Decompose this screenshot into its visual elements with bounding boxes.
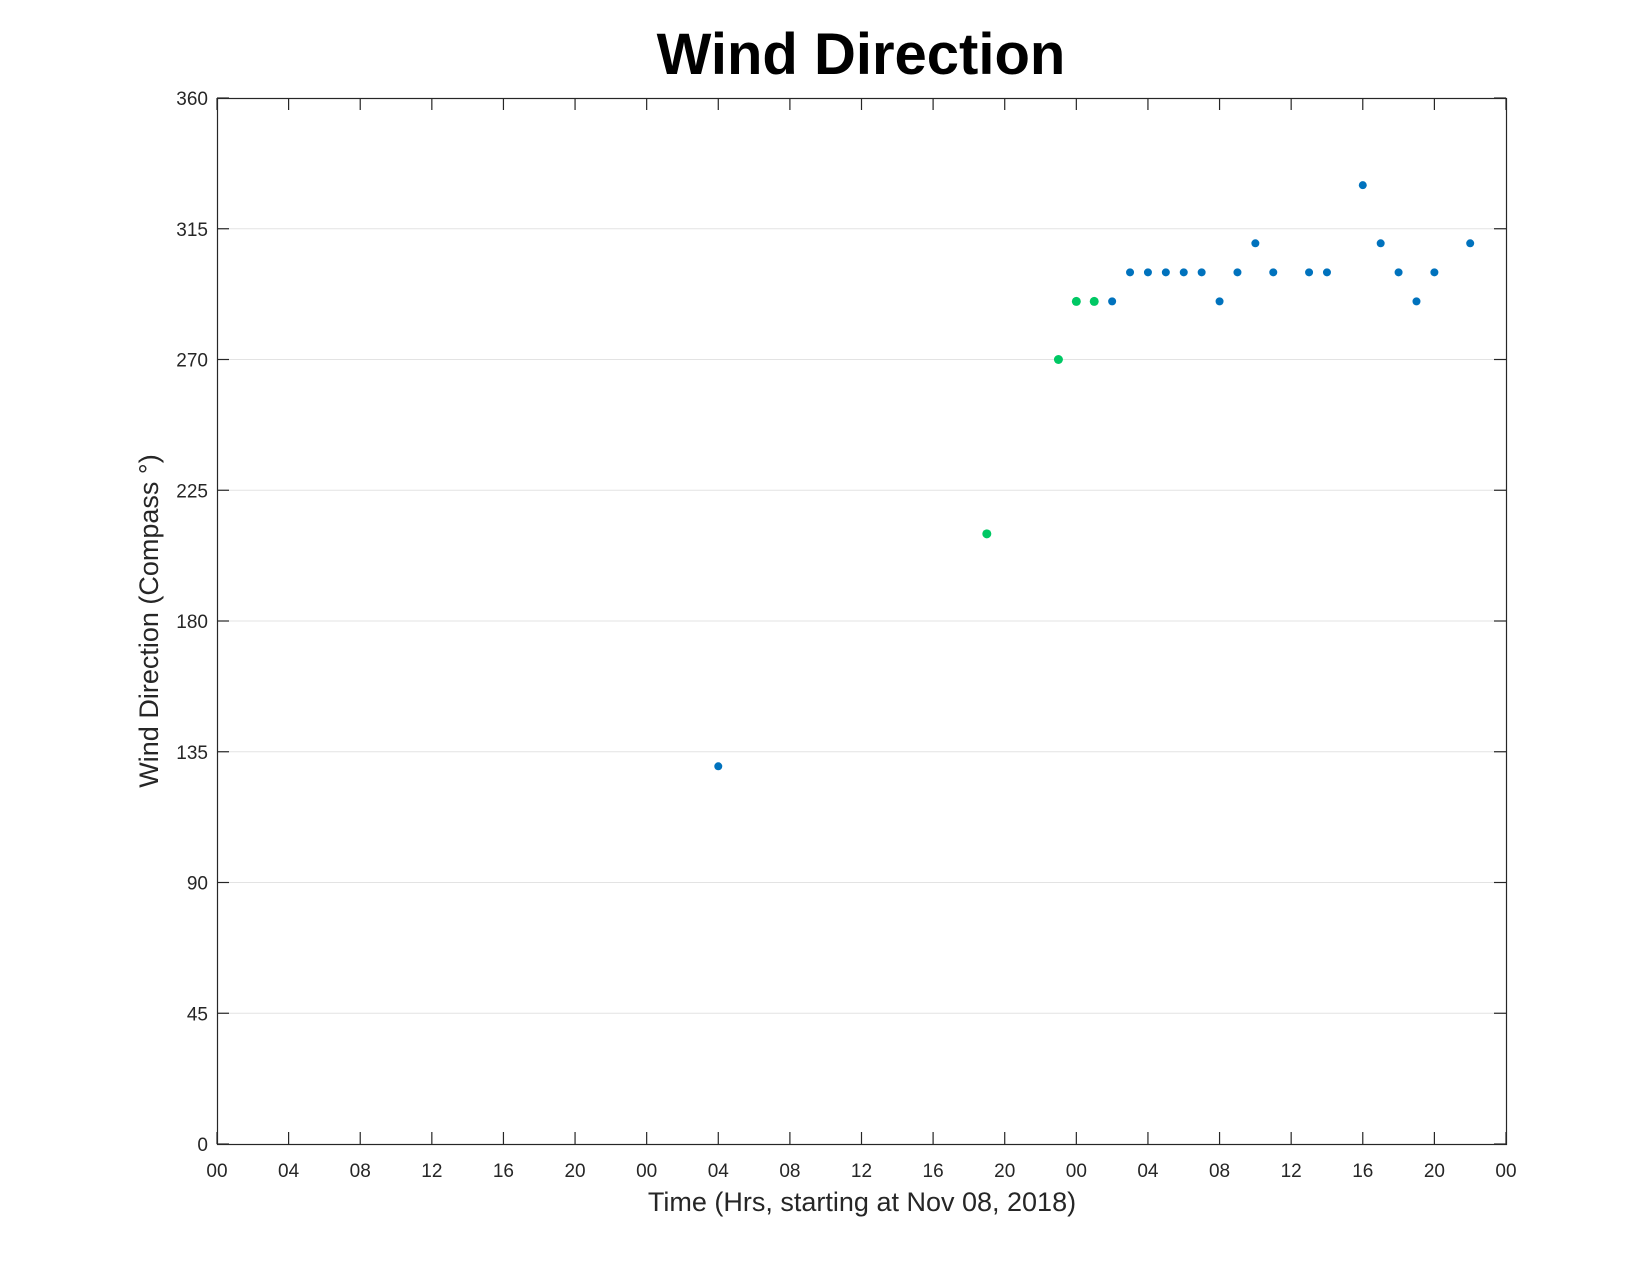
- y-tick-label: 0: [197, 1135, 208, 1156]
- data-point: [1322, 268, 1331, 277]
- y-tick-label: 180: [176, 612, 208, 633]
- x-tick-label: 04: [1137, 1161, 1159, 1182]
- data-point: [1089, 296, 1099, 306]
- data-point: [1466, 239, 1475, 248]
- x-tick-label: 20: [1424, 1161, 1445, 1182]
- x-axis-label: Time (Hrs, starting at Nov 08, 2018): [648, 1187, 1076, 1217]
- y-tick-label: 45: [187, 1004, 208, 1025]
- data-point: [1412, 297, 1421, 306]
- data-point: [1179, 268, 1188, 277]
- x-tick-label: 00: [636, 1161, 657, 1182]
- data-point: [1233, 268, 1242, 277]
- grid-lines: [217, 228, 1506, 1014]
- data-point: [1053, 355, 1063, 364]
- y-tick-label: 315: [176, 220, 208, 241]
- data-point: [714, 762, 723, 771]
- x-tick-label: 08: [1209, 1161, 1230, 1182]
- x-tick-label: 12: [851, 1161, 872, 1182]
- data-point: [1358, 181, 1367, 190]
- data-point: [1108, 297, 1117, 306]
- data-point: [1430, 268, 1439, 277]
- x-tick-label: 00: [1495, 1161, 1516, 1182]
- x-tick-label: 20: [564, 1161, 585, 1182]
- data-points: [714, 181, 1475, 771]
- x-tick-label: 12: [421, 1161, 442, 1182]
- data-point: [1269, 268, 1278, 277]
- data-point: [1143, 268, 1152, 277]
- y-tick-label: 135: [176, 743, 208, 764]
- data-point: [1071, 296, 1081, 306]
- x-tick-label: 00: [1066, 1161, 1087, 1182]
- x-tick-label: 08: [350, 1161, 371, 1182]
- data-point: [1305, 268, 1314, 277]
- y-tick-labels: 0 45 90 135 180 225 270 315 360: [176, 89, 208, 1156]
- data-point: [1251, 239, 1260, 248]
- y-tick-label: 90: [187, 874, 208, 895]
- x-tick-label: 16: [923, 1161, 944, 1182]
- y-tick-label: 270: [176, 351, 208, 372]
- chart-title: Wind Direction: [657, 22, 1066, 87]
- data-point: [1215, 297, 1224, 306]
- x-tick-label: 20: [994, 1161, 1015, 1182]
- x-tick-label: 04: [708, 1161, 730, 1182]
- data-point: [1394, 268, 1403, 277]
- x-tick-label: 16: [493, 1161, 514, 1182]
- x-tick-labels: 00 04 08 12 16 20 00 04 08 12 16 20 00 04 08 12 16 20 00: [206, 1161, 1516, 1182]
- x-tick-label: 12: [1281, 1161, 1302, 1182]
- data-point: [1126, 268, 1135, 277]
- plot-area-frame: [216, 97, 1508, 1146]
- y-axis-label: Wind Direction (Compass °): [134, 454, 164, 787]
- y-tick-label: 360: [176, 89, 208, 110]
- data-point: [1197, 268, 1206, 277]
- data-point: [982, 529, 992, 539]
- x-tick-label: 04: [278, 1161, 300, 1182]
- data-point: [1161, 268, 1170, 277]
- x-tick-label: 16: [1352, 1161, 1373, 1182]
- x-tick-label: 00: [206, 1161, 227, 1182]
- data-point: [1376, 239, 1385, 248]
- x-tick-label: 08: [779, 1161, 800, 1182]
- y-tick-label: 225: [176, 481, 208, 502]
